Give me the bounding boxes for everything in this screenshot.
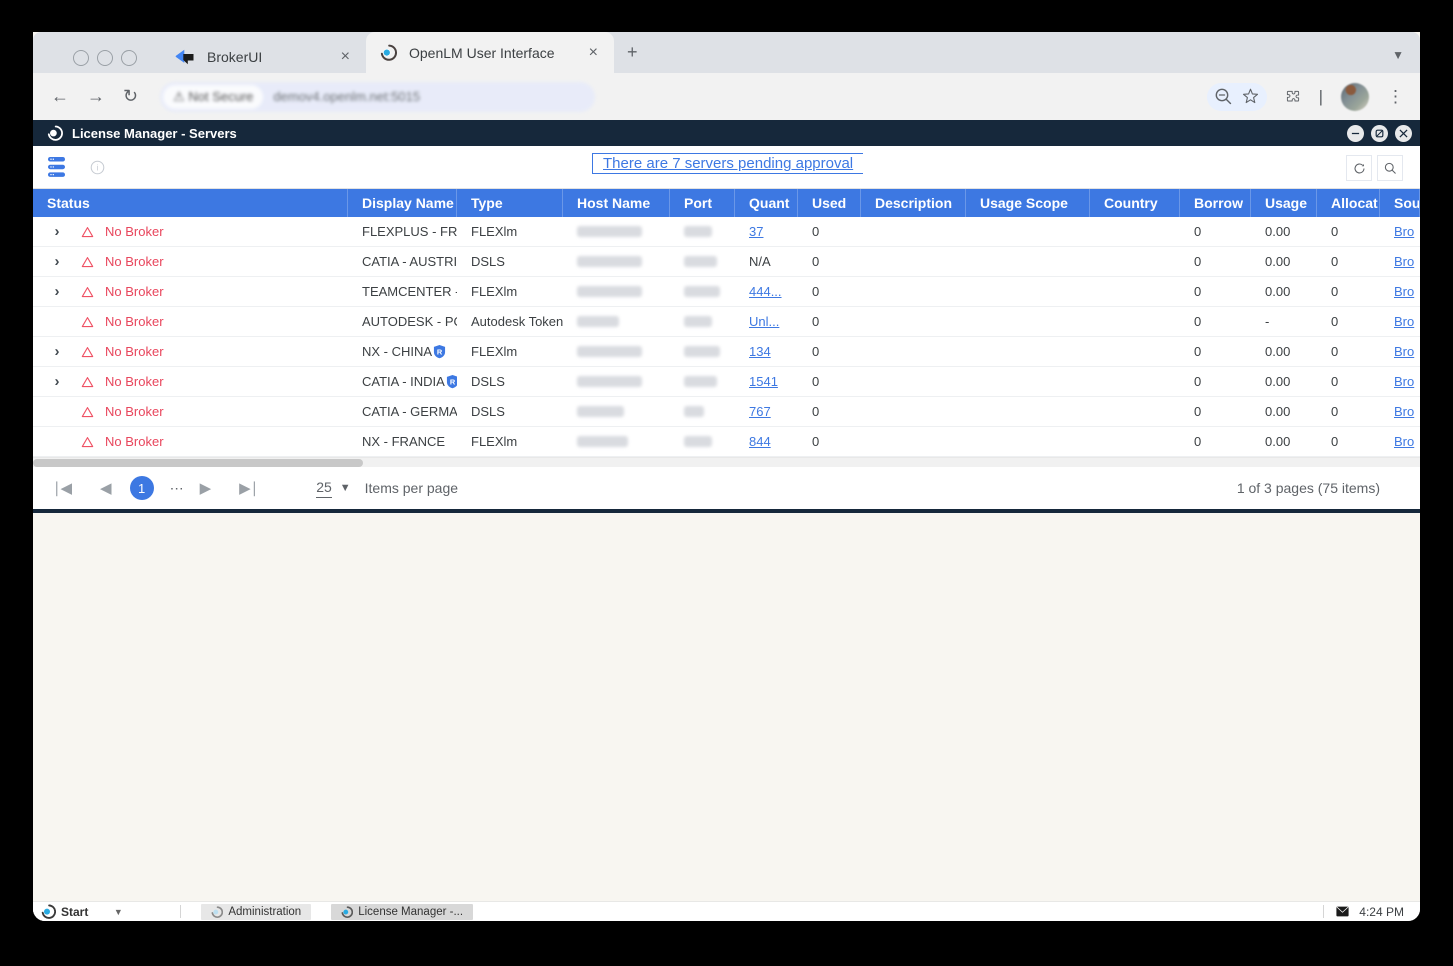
svg-text:R: R xyxy=(437,348,443,357)
svg-text:R: R xyxy=(450,378,456,387)
svg-text:i: i xyxy=(97,164,99,173)
